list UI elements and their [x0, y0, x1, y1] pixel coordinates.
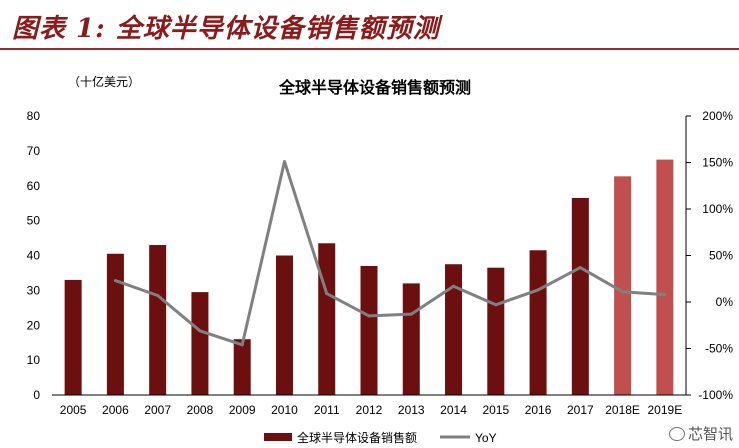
left-axis-tick-label: 20	[27, 318, 41, 332]
bar-2009	[233, 339, 251, 395]
x-axis-tick-label: 2013	[398, 403, 425, 417]
chart-title: 全球半导体设备销售额预测	[278, 78, 471, 97]
yoy-point-2006	[113, 279, 117, 283]
yoy-point-2009	[240, 343, 244, 347]
left-axis-tick-label: 60	[27, 179, 41, 193]
left-axis-tick-label: 0	[33, 388, 40, 402]
title-divider	[0, 48, 739, 50]
watermark-text: 芯智讯	[687, 426, 733, 443]
x-axis-tick-label: 2017	[567, 403, 594, 417]
bar-2007	[149, 245, 167, 395]
yoy-point-2013	[409, 312, 413, 316]
wechat-icon	[668, 426, 685, 441]
bar-2011	[318, 243, 336, 395]
legend: 全球半导体设备销售额 YoY	[264, 430, 497, 445]
yoy-point-2019E	[663, 293, 667, 297]
left-axis-tick-label: 10	[27, 353, 41, 367]
yoy-point-2011	[325, 292, 329, 296]
right-axis-tick-label: -100%	[698, 388, 733, 402]
right-axis-tick-label: -50%	[705, 342, 733, 356]
bar-2018E	[614, 176, 632, 395]
x-axis-tick-label: 2005	[60, 403, 87, 417]
yoy-point-2016	[536, 288, 540, 292]
left-axis: 0 10 20 30 40 50 60 70 80	[27, 109, 41, 402]
left-axis-tick-label: 40	[27, 249, 41, 263]
x-axis-tick-label: 2019E	[648, 403, 683, 417]
right-axis-tick-label: 200%	[702, 109, 733, 123]
x-axis-tick-label: 2012	[356, 403, 383, 417]
bar-2016	[529, 250, 547, 395]
x-axis-tick-label: 2014	[440, 403, 467, 417]
bar-2010	[275, 255, 293, 395]
left-axis-tick-label: 50	[27, 214, 41, 228]
yoy-line	[114, 160, 665, 347]
right-axis-tick-label: 50%	[709, 249, 733, 263]
right-axis-tick-label: 0%	[716, 295, 734, 309]
x-axis-tick-label: 2007	[144, 403, 171, 417]
yoy-line-series	[113, 160, 667, 347]
figure-title: 图表 1: 全球半导体设备销售额预测	[12, 14, 440, 44]
legend-label-bar: 全球半导体设备销售额	[297, 430, 417, 445]
yoy-point-2007	[156, 293, 160, 297]
x-axis: 2005 2006 2007 2008 2009 2010 2011 2012 2013 2014…	[52, 394, 686, 417]
yoy-point-2015	[494, 303, 498, 307]
right-axis-tick-label: 150%	[702, 156, 733, 170]
bar-2006	[106, 253, 124, 395]
x-axis-tick-label: 2011	[314, 403, 340, 417]
right-axis: -100% -50% 0% 50% 100% 150% 200%	[685, 109, 734, 402]
x-axis-tick-label: 2009	[229, 403, 256, 417]
bar-2014	[445, 264, 463, 395]
bar-2013	[402, 283, 420, 395]
yoy-point-2014	[452, 284, 456, 288]
yoy-point-2018E	[621, 290, 625, 294]
x-axis-tick-label: 2015	[482, 403, 509, 417]
bar-series	[64, 159, 674, 395]
legend-label-line: YoY	[475, 431, 497, 445]
yoy-point-2017	[578, 266, 582, 270]
bar-2019E	[656, 159, 674, 395]
x-axis-tick-label: 2016	[525, 403, 552, 417]
left-axis-tick-label: 30	[27, 283, 41, 297]
bar-2008	[191, 292, 209, 395]
watermark: 芯智讯	[668, 423, 733, 444]
yoy-point-2012	[367, 314, 371, 318]
right-axis-tick-label: 100%	[702, 202, 733, 216]
bar-2017	[571, 197, 589, 395]
bar-2015	[487, 267, 505, 395]
bar-2005	[64, 279, 82, 395]
left-axis-tick-label: 80	[27, 109, 41, 123]
x-axis-tick-label: 2008	[187, 403, 214, 417]
yoy-point-2008	[198, 329, 202, 333]
legend-swatch-bar	[264, 433, 292, 441]
x-axis-tick-label: 2010	[271, 403, 298, 417]
yoy-point-2010	[282, 160, 286, 164]
bar-2012	[360, 265, 378, 395]
left-axis-unit-label: （十亿美元）	[68, 74, 140, 89]
left-axis-tick-label: 70	[27, 144, 41, 158]
x-axis-tick-label: 2006	[102, 403, 129, 417]
x-axis-tick-label: 2018E	[605, 403, 640, 417]
